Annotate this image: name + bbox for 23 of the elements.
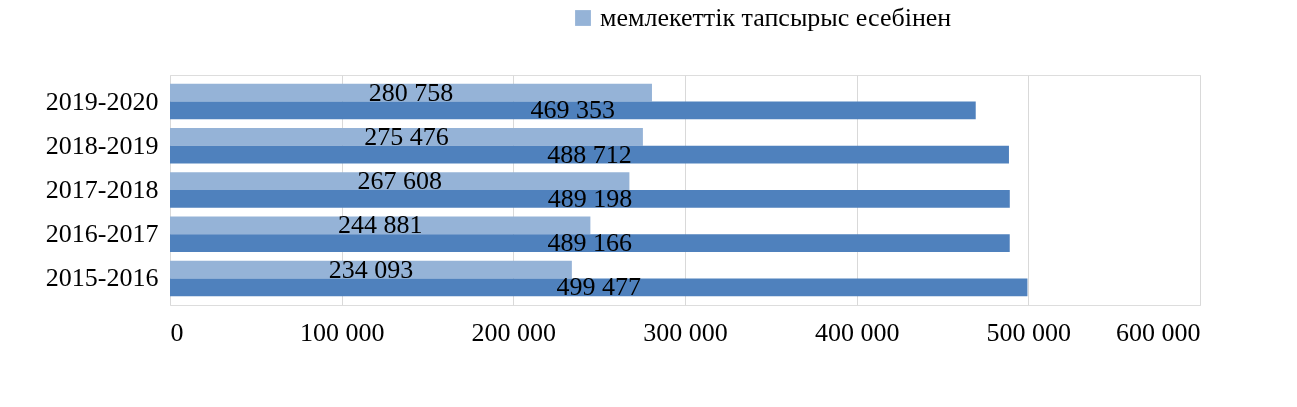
data-label: 275 476 <box>364 121 449 151</box>
data-label: 489 166 <box>547 228 633 258</box>
data-label: 234 093 <box>328 254 414 284</box>
data-label: 469 353 <box>530 95 616 125</box>
x-tick-label: 100 000 <box>299 317 385 347</box>
data-label: 244 881 <box>337 210 423 240</box>
legend-label: мемлекеттік тапсырыс есебінен <box>600 3 952 32</box>
data-label: 267 608 <box>357 166 442 196</box>
data-label: 488 712 <box>547 139 632 169</box>
data-label: 499 477 <box>556 272 641 302</box>
y-tick-label: 2019-2020 <box>45 86 159 116</box>
y-tick-label: 2016-2017 <box>45 219 159 249</box>
x-tick-label: 200 000 <box>471 317 557 347</box>
x-tick-label: 0 <box>170 317 184 347</box>
y-tick-label: 2017-2018 <box>45 175 159 204</box>
x-tick-label: 300 000 <box>643 317 728 347</box>
y-tick-label: 2015-2016 <box>45 263 159 293</box>
x-tick-label: 500 000 <box>986 317 1072 347</box>
x-tick-label: 400 000 <box>814 317 900 347</box>
x-tick-label: 600 000 <box>1116 317 1201 347</box>
y-tick-label: 2018-2019 <box>45 130 159 160</box>
data-label: 489 198 <box>547 183 633 213</box>
data-label: 280 758 <box>368 77 454 107</box>
